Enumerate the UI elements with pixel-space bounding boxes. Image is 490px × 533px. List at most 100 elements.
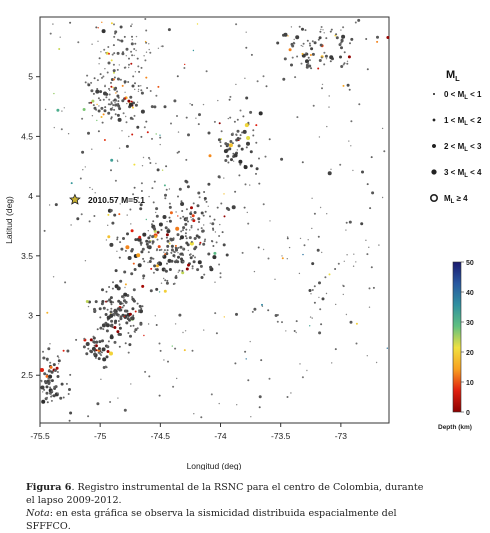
epicenter-point xyxy=(307,62,310,65)
epicenter-point xyxy=(185,208,188,211)
epicenter-point xyxy=(166,229,171,234)
epicenter-point xyxy=(203,224,205,226)
epicenter-point xyxy=(182,229,184,232)
epicenter-point xyxy=(97,97,100,100)
epicenter-point xyxy=(276,41,280,45)
epicenter-point xyxy=(244,123,249,128)
epicenter-point xyxy=(231,132,234,135)
epicenter-point xyxy=(355,342,358,345)
epicenter-point xyxy=(264,155,267,158)
epicenter-point xyxy=(109,324,113,328)
epicenter-point xyxy=(184,330,187,332)
epicenter-point xyxy=(163,277,165,280)
epicenter-point xyxy=(140,85,142,87)
epicenter-point xyxy=(184,232,187,235)
epicenter-point xyxy=(370,266,373,269)
epicenter-point xyxy=(335,33,338,36)
epicenter-point xyxy=(121,84,124,87)
epicenter-point xyxy=(113,308,117,312)
epicenter-point xyxy=(134,310,137,313)
epicenter-point xyxy=(311,197,313,199)
epicenter-point xyxy=(97,109,101,113)
epicenter-point xyxy=(47,377,50,380)
epicenter-point xyxy=(109,103,112,106)
epicenter-point xyxy=(42,391,44,393)
colorbar-tick-label: 30 xyxy=(466,320,474,327)
x-axis: -75.5 -75 -74.5 -74 -73.5 -73 xyxy=(30,423,347,441)
epicenter-point xyxy=(157,262,160,265)
epicenter-point xyxy=(231,205,236,210)
epicenter-point xyxy=(121,313,125,317)
epicenter-point xyxy=(107,61,111,65)
epicenter-point xyxy=(43,388,46,391)
epicenter-point xyxy=(129,325,132,327)
epicenter-point xyxy=(185,158,188,161)
epicenter-point xyxy=(129,208,132,211)
epicenter-point xyxy=(342,285,345,288)
epicenter-point xyxy=(223,177,225,179)
epicenter-point xyxy=(191,267,194,270)
legend-entry-label: 0 < ML < 1 xyxy=(444,90,482,101)
epicenter-point xyxy=(157,47,160,49)
epicenter-point xyxy=(98,57,101,60)
epicenter-point xyxy=(183,349,186,352)
epicenter-point xyxy=(122,112,125,115)
epicenter-point xyxy=(83,337,86,340)
epicenter-point xyxy=(106,308,109,311)
epicenter-point xyxy=(96,402,100,406)
epicenter-point xyxy=(310,47,314,51)
epicenter-point xyxy=(178,187,182,191)
epicenter-point xyxy=(236,137,240,140)
epicenter-point xyxy=(245,96,249,100)
epicenter-point xyxy=(133,163,136,166)
epicenter-point xyxy=(185,116,188,119)
epicenter-point xyxy=(138,311,140,313)
epicenter-point xyxy=(130,62,133,65)
caption-label: Figura 6 xyxy=(26,482,72,493)
epicenter-point xyxy=(177,247,179,249)
epicenter-point xyxy=(257,246,260,249)
epicenter-point xyxy=(355,322,358,325)
epicenter-point xyxy=(91,115,94,117)
epicenter-point xyxy=(310,67,313,70)
epicenter-point xyxy=(130,316,134,320)
epicenter-point xyxy=(174,347,177,350)
epicenter-point xyxy=(105,92,109,96)
epicenter-point xyxy=(142,277,145,280)
epicenter-point xyxy=(130,42,134,46)
epicenter-point xyxy=(346,83,350,87)
epicenter-point xyxy=(177,131,180,133)
epicenter-point xyxy=(146,131,149,134)
epicenter-point xyxy=(113,314,116,317)
epicenter-point xyxy=(155,207,159,211)
epicenter-point xyxy=(161,169,164,171)
epicenter-point xyxy=(202,214,205,217)
epicenter-point xyxy=(258,182,261,185)
epicenter-point xyxy=(267,309,270,312)
epicenter-point xyxy=(67,133,70,135)
epicenter-point xyxy=(239,137,242,140)
epicenter-point xyxy=(90,81,93,84)
epicenter-point xyxy=(147,261,149,264)
epicenter-point xyxy=(299,363,301,365)
epicenter-point xyxy=(59,396,63,400)
epicenter-point xyxy=(168,219,172,223)
epicenter-point xyxy=(261,305,264,307)
epicenter-point xyxy=(213,120,216,123)
epicenter-point xyxy=(143,334,145,337)
epicenter-point xyxy=(190,216,192,218)
epicenter-point xyxy=(102,113,105,116)
epicenter-point xyxy=(47,347,51,351)
epicenter-point xyxy=(176,377,178,380)
epicenter-point xyxy=(59,36,61,38)
epicenter-point xyxy=(166,262,168,265)
epicenter-point xyxy=(98,347,101,351)
epicenter-point xyxy=(196,204,200,208)
epicenter-point xyxy=(322,29,324,31)
epicenter-point xyxy=(113,35,116,38)
epicenter-point xyxy=(182,331,184,334)
epicenter-point xyxy=(95,26,98,29)
epicenter-point xyxy=(317,235,320,238)
epicenter-point xyxy=(343,260,345,262)
epicenter-point xyxy=(46,311,49,314)
